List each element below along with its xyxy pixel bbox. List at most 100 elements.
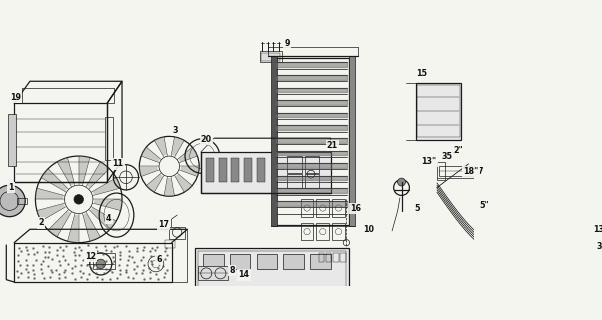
Bar [305,156,319,173]
Wedge shape [146,174,163,192]
Circle shape [397,178,406,186]
Bar [206,158,214,182]
Bar [200,152,330,193]
Text: 14: 14 [238,270,250,279]
Bar [416,83,461,140]
Bar [244,158,252,182]
Text: 13: 13 [593,225,602,234]
Text: 10: 10 [363,225,374,234]
Bar [301,199,314,217]
Bar [199,266,228,280]
Text: 2: 2 [38,219,44,228]
Bar [256,254,277,269]
Wedge shape [172,137,184,156]
Text: 16: 16 [350,204,361,213]
Text: 3: 3 [172,125,178,135]
Bar [271,56,277,226]
Bar [317,223,329,240]
Wedge shape [175,174,192,192]
Bar [256,158,264,182]
Wedge shape [36,188,64,199]
Bar [287,174,302,188]
Circle shape [74,195,84,204]
Bar [261,53,281,61]
Bar [589,185,602,225]
Wedge shape [141,147,160,162]
Wedge shape [48,211,71,237]
Bar [417,85,460,137]
Bar [349,56,355,226]
Bar [591,188,602,198]
Text: 5: 5 [415,204,420,213]
Bar [231,158,240,182]
Text: 3": 3" [597,242,602,251]
Wedge shape [154,137,167,156]
Circle shape [0,185,25,217]
Circle shape [96,259,105,269]
Text: 1: 1 [8,183,14,192]
Text: 17: 17 [158,220,169,229]
Bar [93,253,115,269]
Bar [319,253,324,262]
Text: 15: 15 [416,69,427,78]
Text: 18": 18" [463,167,479,176]
Text: 13": 13" [421,157,436,166]
Text: 12: 12 [85,252,96,260]
Bar [333,253,338,262]
Text: 2": 2" [453,146,463,155]
Bar [284,254,304,269]
Bar [274,58,349,225]
Bar [508,162,516,180]
Text: 6: 6 [157,255,162,264]
Bar [326,253,332,262]
Bar [105,117,113,160]
Bar [17,198,26,204]
Bar [260,51,282,62]
Wedge shape [94,199,122,211]
Bar [340,253,346,262]
Bar [591,212,602,221]
Wedge shape [57,157,75,186]
Wedge shape [92,178,120,195]
Text: 19: 19 [10,92,21,101]
Bar [203,254,223,269]
Bar [219,158,227,182]
Text: 21: 21 [327,141,338,150]
Text: 9: 9 [285,39,290,48]
Wedge shape [41,169,67,191]
Wedge shape [87,162,110,188]
Wedge shape [178,147,197,162]
Wedge shape [79,156,90,184]
Text: 4: 4 [106,214,111,223]
Bar [332,223,345,240]
Bar [305,174,319,188]
Text: 5": 5" [479,201,489,210]
Bar [169,227,185,239]
Wedge shape [83,213,101,241]
Wedge shape [139,166,158,177]
Bar [287,156,302,173]
Bar [166,240,175,248]
Text: 7: 7 [477,166,483,176]
Bar [310,254,330,269]
Text: 11: 11 [113,159,123,168]
Wedge shape [164,178,175,196]
Bar [301,223,314,240]
Bar [591,200,602,210]
Text: 8: 8 [229,266,235,275]
Wedge shape [67,215,79,243]
Bar [14,103,107,182]
Bar [8,114,16,165]
Bar [199,251,346,291]
Bar [437,162,445,180]
Bar [230,254,250,269]
Text: 20: 20 [200,135,212,144]
Wedge shape [90,207,116,230]
Bar [195,248,349,294]
Bar [332,199,345,217]
Bar [439,166,510,176]
Wedge shape [37,204,65,221]
Text: 35": 35" [441,152,456,161]
Wedge shape [181,166,199,177]
Bar [317,199,329,217]
